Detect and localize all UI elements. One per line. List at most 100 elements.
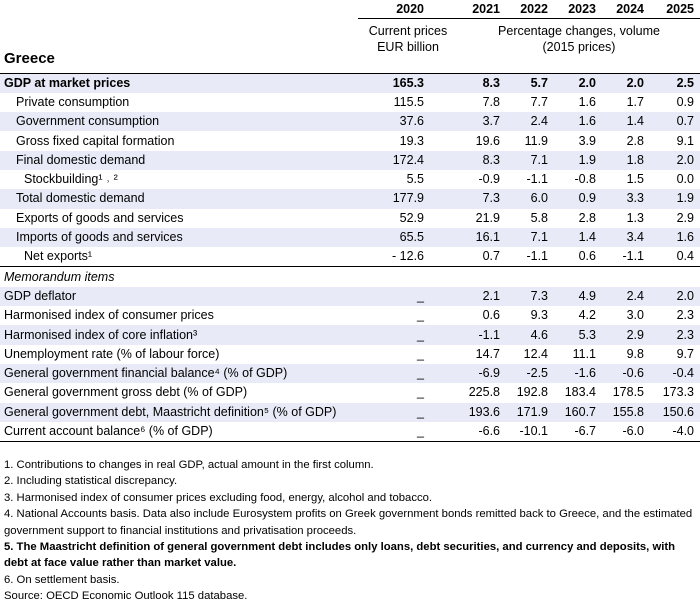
cell-value: -0.8 xyxy=(574,172,596,187)
cell-value: 193.6 xyxy=(458,402,506,422)
cell-value: 7.1 xyxy=(506,150,554,170)
row-label: Harmonised index of consumer prices xyxy=(4,308,214,323)
memo-rows: GDP deflator _ 2.1 7.3 4.9 2.4 2.0 Harmonised i… xyxy=(0,286,700,443)
cell-value: 178.5 xyxy=(612,385,644,400)
row-label: Harmonised index of core inflation³ xyxy=(0,325,358,345)
cell-value: 2.8 xyxy=(578,210,596,225)
cell-value: 0.7 xyxy=(458,247,506,268)
row-label: Total domestic demand xyxy=(0,189,358,209)
cell-value: _ xyxy=(358,402,458,422)
footnotes: 1. Contributions to changes in real GDP,… xyxy=(4,457,696,605)
cell-value: 1.9 xyxy=(650,189,700,209)
cell-value: 14.7 xyxy=(475,346,500,361)
table-row: Private consumption 115.5 7.8 7.7 1.6 1.7 0.9 xyxy=(0,93,700,112)
memo-row: General government debt, Maastricht defi… xyxy=(0,402,700,422)
footnote: 3. Harmonised index of consumer prices e… xyxy=(4,491,433,504)
cell-value: 4.6 xyxy=(506,325,554,345)
cell-value: 2.3 xyxy=(650,325,700,345)
cell-value: - 12.6 xyxy=(358,247,458,268)
cell-value: 7.7 xyxy=(530,94,548,109)
cell-value: 0.4 xyxy=(650,247,700,268)
cell-value: -0.9 xyxy=(478,172,500,187)
cell-value: 4.2 xyxy=(578,308,596,323)
cell-value: 172.4 xyxy=(358,150,458,170)
cell-value: 8.3 xyxy=(458,150,506,170)
footnote: 5. The Maastricht definition of general … xyxy=(4,541,676,570)
cell-value: 8.3 xyxy=(458,72,506,93)
cell-value: 150.6 xyxy=(650,402,700,422)
cell-value: 192.8 xyxy=(516,385,548,400)
cell-value: _ xyxy=(417,385,424,400)
cell-value: 3.4 xyxy=(602,227,650,248)
cell-value: 2.8 xyxy=(626,133,644,148)
year-header: 2022 xyxy=(506,0,554,19)
cell-value: 2.4 xyxy=(506,112,554,132)
cell-value: -10.1 xyxy=(506,421,554,443)
year-header: 2024 xyxy=(602,0,650,19)
cell-value: 4.9 xyxy=(554,286,602,307)
year-header: 2025 xyxy=(650,0,700,19)
cell-value: 0.7 xyxy=(650,112,700,132)
cell-value: -1.1 xyxy=(506,247,554,268)
memo-label: Memorandum items xyxy=(4,269,115,284)
cell-value: 7.1 xyxy=(506,227,554,248)
memo-row: Current account balance⁶ (% of GDP) _ -6.6… xyxy=(0,421,700,443)
cell-value: 1.5 xyxy=(626,172,644,187)
footnote: 2. Including statistical discrepancy. xyxy=(4,475,178,488)
cell-value: 5.5 xyxy=(406,172,424,187)
cell-value: 16.1 xyxy=(458,227,506,248)
row-label: GDP deflator xyxy=(0,286,358,307)
row-label: Exports of goods and services xyxy=(16,210,184,225)
cell-value: 160.7 xyxy=(554,402,602,422)
cell-value: 183.4 xyxy=(564,385,596,400)
memo-row: General government financial balance⁴ (%… xyxy=(0,363,700,384)
cell-value: 2.1 xyxy=(458,286,506,307)
memo-label-row: Memorandum items xyxy=(0,267,700,287)
cell-value: 3.3 xyxy=(602,189,650,209)
year-header: 2021 xyxy=(458,0,506,19)
cell-value: -0.4 xyxy=(650,363,700,384)
table-row: Government consumption 37.6 3.7 2.4 1.6 1.4 0.… xyxy=(0,112,700,132)
cell-value: 0.9 xyxy=(554,189,602,209)
cell-value: 1.7 xyxy=(626,94,644,109)
cell-value: 11.9 xyxy=(524,133,548,148)
cell-value: 1.6 xyxy=(554,112,602,132)
cell-value: 2.9 xyxy=(602,325,650,345)
cell-value: 1.6 xyxy=(578,94,596,109)
cell-value: 1.8 xyxy=(602,150,650,170)
row-label: General government debt, Maastricht defi… xyxy=(0,402,358,422)
cell-value: -6.0 xyxy=(602,421,650,443)
row-label: Government consumption xyxy=(0,112,358,132)
cell-value: -6.9 xyxy=(458,363,506,384)
row-label: Current account balance⁶ (% of GDP) xyxy=(0,421,358,443)
cell-value: 9.7 xyxy=(676,346,694,361)
year-header-row: 2020 2021 2022 2023 2024 2025 xyxy=(0,0,700,19)
cell-value: 2.9 xyxy=(676,210,694,225)
table-row: GDP at market prices 165.3 8.3 5.7 2.0 2.0 2.5 xyxy=(0,72,700,93)
cell-value: 165.3 xyxy=(358,72,458,93)
cell-value: -1.1 xyxy=(602,247,650,268)
cell-value: 11.1 xyxy=(572,346,596,361)
cell-value: 9.8 xyxy=(626,346,644,361)
cell-value: 1.6 xyxy=(650,227,700,248)
cell-value: -1.1 xyxy=(458,325,506,345)
cell-value: 2.5 xyxy=(650,72,700,93)
year-header: 2020 xyxy=(358,0,458,19)
cell-value: 37.6 xyxy=(358,112,458,132)
cell-value: 173.3 xyxy=(662,385,694,400)
projection-table: 2020 2021 2022 2023 2024 2025 Greece Cur… xyxy=(0,0,700,443)
cell-value: 19.6 xyxy=(475,133,500,148)
cell-value: 0.9 xyxy=(676,94,694,109)
table-row: Net exports¹ - 12.6 0.7 -1.1 0.6 -1.1 0.4 xyxy=(0,247,700,268)
memo-row: Harmonised index of consumer prices _ 0.6 9… xyxy=(0,306,700,325)
cell-value: -2.5 xyxy=(506,363,554,384)
row-label: Imports of goods and services xyxy=(0,227,358,248)
cell-value: 52.9 xyxy=(399,210,424,225)
table-row: Final domestic demand 172.4 8.3 7.1 1.9 1.8 2.… xyxy=(0,150,700,170)
cell-value: 1.4 xyxy=(602,112,650,132)
cell-value: 21.9 xyxy=(475,210,500,225)
cell-value: 155.8 xyxy=(602,402,650,422)
table-row: Exports of goods and services 52.9 21.9 5.8… xyxy=(0,209,700,228)
cell-value: 171.9 xyxy=(506,402,554,422)
